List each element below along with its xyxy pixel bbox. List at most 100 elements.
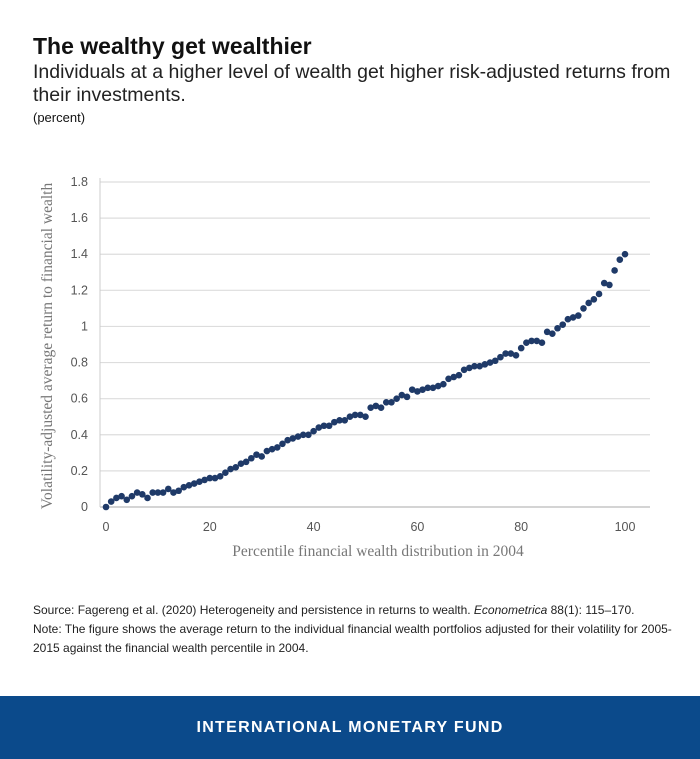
y-tick-label: 0.8 bbox=[71, 356, 88, 370]
data-point bbox=[248, 454, 255, 462]
data-point bbox=[497, 353, 504, 361]
x-tick-label: 80 bbox=[514, 520, 528, 534]
data-point bbox=[294, 433, 302, 440]
data-point bbox=[434, 382, 442, 390]
footer-banner: INTERNATIONAL MONETARY FUND bbox=[0, 696, 700, 759]
data-point bbox=[367, 404, 374, 411]
x-tick-label: 60 bbox=[410, 520, 424, 534]
data-point bbox=[107, 498, 115, 505]
data-point bbox=[242, 458, 250, 466]
figure-note: Note: The figure shows the average retur… bbox=[33, 622, 672, 655]
data-point bbox=[196, 478, 203, 486]
data-point bbox=[574, 312, 582, 319]
notes: Source: Fagereng et al. (2020) Heterogen… bbox=[33, 601, 683, 658]
data-point bbox=[273, 444, 281, 451]
data-point bbox=[440, 380, 447, 388]
data-point bbox=[466, 364, 473, 372]
data-point bbox=[346, 413, 354, 421]
data-point bbox=[590, 296, 598, 303]
data-point bbox=[268, 445, 276, 453]
data-point bbox=[154, 489, 162, 496]
data-point bbox=[388, 398, 395, 406]
data-point bbox=[279, 440, 286, 448]
data-point bbox=[351, 411, 359, 419]
gridlines bbox=[99, 178, 650, 508]
data-point bbox=[118, 492, 125, 500]
y-tick-label: 0.2 bbox=[71, 464, 88, 478]
y-axis-label: Volatility-adjusted average return to fi… bbox=[39, 183, 56, 510]
data-point bbox=[471, 362, 478, 370]
data-point bbox=[564, 315, 572, 323]
data-point bbox=[185, 482, 193, 489]
y-tick-label: 1.8 bbox=[71, 175, 88, 189]
data-point bbox=[429, 384, 437, 392]
y-tick-label: 0 bbox=[81, 500, 88, 514]
data-point bbox=[481, 361, 489, 368]
data-point bbox=[164, 485, 172, 493]
data-point bbox=[585, 299, 592, 307]
imf-logo-text: INTERNATIONAL MONETARY FUND bbox=[196, 718, 504, 736]
source-note: Source: Fagereng et al. (2020) Heterogen… bbox=[33, 603, 635, 617]
data-point bbox=[299, 431, 307, 439]
data-point bbox=[320, 422, 328, 430]
data-point bbox=[533, 337, 541, 345]
data-point bbox=[341, 417, 349, 424]
data-point bbox=[123, 496, 131, 504]
data-point bbox=[159, 489, 167, 496]
data-point bbox=[424, 384, 432, 392]
data-point bbox=[113, 494, 120, 502]
data-point bbox=[232, 463, 240, 471]
data-point bbox=[403, 393, 411, 401]
data-point bbox=[569, 314, 577, 321]
x-tick-label: 40 bbox=[307, 520, 321, 534]
data-point bbox=[133, 489, 141, 496]
data-point bbox=[559, 321, 567, 328]
data-point bbox=[606, 281, 613, 289]
data-point bbox=[372, 402, 380, 410]
data-point bbox=[502, 350, 509, 357]
x-axis-label: Percentile financial wealth distribution… bbox=[232, 543, 524, 560]
data-point bbox=[336, 417, 343, 424]
data-point bbox=[507, 350, 515, 357]
data-point bbox=[102, 503, 110, 511]
data-point bbox=[315, 424, 323, 431]
x-tick-labels: 0 20 40 60 80 100 bbox=[103, 520, 636, 534]
data-point bbox=[258, 453, 266, 460]
data-point bbox=[237, 460, 245, 467]
data-point bbox=[419, 386, 426, 393]
data-point bbox=[128, 492, 136, 500]
y-tick-label: 1 bbox=[81, 319, 88, 333]
data-point bbox=[289, 435, 297, 442]
data-point bbox=[190, 480, 198, 487]
data-point bbox=[486, 359, 494, 366]
chart-subtitle: Individuals at a higher level of wealth … bbox=[33, 61, 671, 106]
data-point bbox=[144, 494, 151, 502]
y-tick-labels: 0 0.2 0.4 0.6 0.8 1 1.2 1.4 1.6 1.8 bbox=[71, 175, 88, 514]
data-point bbox=[491, 357, 499, 365]
data-point bbox=[325, 422, 333, 430]
data-point bbox=[206, 474, 214, 482]
data-point bbox=[445, 375, 452, 383]
y-tick-label: 1.4 bbox=[71, 247, 88, 261]
data-point bbox=[621, 250, 629, 258]
data-point bbox=[476, 362, 483, 370]
data-point bbox=[554, 324, 561, 332]
data-point bbox=[310, 427, 317, 435]
data-point bbox=[538, 339, 546, 346]
data-point bbox=[460, 366, 468, 374]
data-point bbox=[305, 431, 312, 439]
data-point bbox=[512, 352, 520, 359]
y-tick-label: 0.6 bbox=[71, 392, 88, 406]
x-tick-label: 100 bbox=[615, 520, 636, 534]
data-points bbox=[102, 250, 629, 511]
data-point bbox=[382, 398, 390, 406]
data-point bbox=[414, 388, 421, 395]
chart-title: The wealthy get wealthier bbox=[33, 33, 312, 59]
data-point bbox=[139, 491, 146, 498]
data-point bbox=[357, 411, 364, 419]
data-point bbox=[263, 447, 271, 455]
data-point bbox=[455, 371, 463, 379]
data-point bbox=[377, 404, 385, 411]
data-point bbox=[331, 418, 338, 426]
data-point bbox=[222, 469, 229, 476]
